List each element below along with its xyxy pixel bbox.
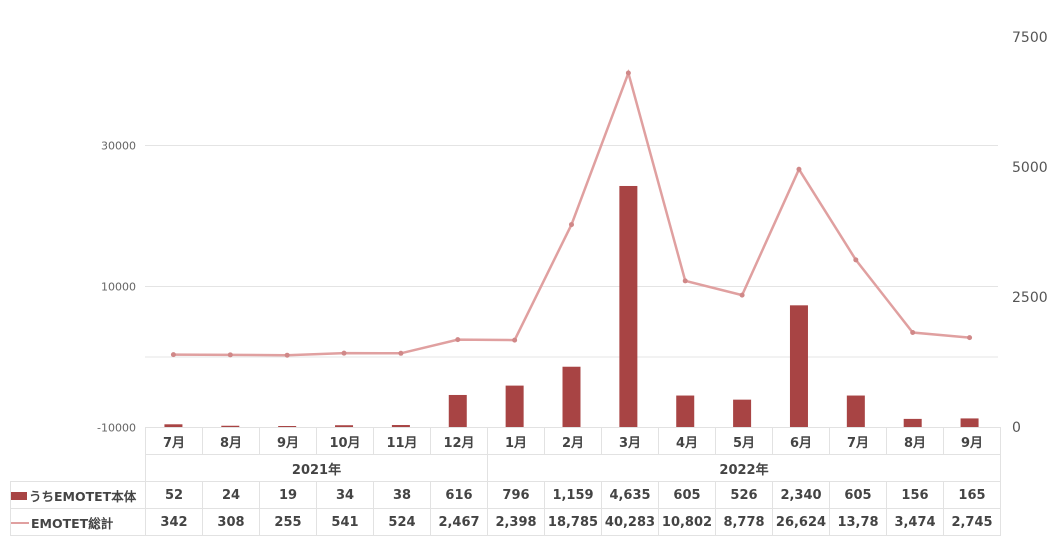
line-series bbox=[173, 68, 970, 357]
line-point bbox=[170, 352, 176, 358]
left-axis-tick: 10000 bbox=[101, 281, 136, 294]
month-label: 10月 bbox=[316, 427, 374, 455]
bar bbox=[164, 424, 183, 427]
series-name: EMOTET総計 bbox=[31, 515, 114, 531]
table-value: 38 bbox=[373, 481, 431, 509]
table-value: 524 bbox=[373, 508, 431, 536]
month-label: 9月 bbox=[943, 427, 1001, 455]
bar bbox=[960, 418, 979, 427]
month-label: 5月 bbox=[715, 427, 773, 455]
table-value: 2,467 bbox=[430, 508, 488, 536]
series-name: うちEMOTET本体 bbox=[29, 488, 137, 504]
bar bbox=[789, 305, 808, 427]
blank-cell bbox=[11, 428, 146, 455]
line-point bbox=[569, 222, 574, 228]
table-value: 4,635 bbox=[601, 481, 659, 509]
bar bbox=[846, 395, 865, 427]
table-value: 796 bbox=[487, 481, 545, 509]
data-table: 7月 8月 9月 10月 11月 12月 1月 2月 3月 4月 5月 6月 7月 8月 9月 2021年 20… bbox=[10, 427, 1001, 536]
table-value: 24 bbox=[202, 481, 260, 509]
bar bbox=[505, 385, 524, 427]
table-value: 308 bbox=[202, 508, 260, 536]
line-point bbox=[625, 70, 631, 76]
table-value: 342 bbox=[145, 508, 203, 536]
bar bbox=[391, 425, 410, 427]
table-value: 19 bbox=[259, 481, 317, 509]
table-value: 1,159 bbox=[544, 481, 602, 509]
line-point bbox=[341, 350, 347, 356]
month-label: 9月 bbox=[259, 427, 317, 455]
table-value: 605 bbox=[658, 481, 716, 509]
table-value: 8,778 bbox=[715, 508, 773, 536]
table-value: 165 bbox=[943, 481, 1001, 509]
month-label: 11月 bbox=[373, 427, 431, 455]
bar bbox=[448, 394, 467, 427]
left-axis-tick: 30000 bbox=[101, 140, 136, 153]
month-label: 2月 bbox=[544, 427, 602, 455]
left-axis-tick: -10000 bbox=[97, 422, 136, 435]
legend-line: EMOTET総計 bbox=[10, 508, 146, 536]
bar bbox=[619, 185, 638, 427]
bar bbox=[335, 425, 354, 427]
right-axis-tick: 2500 bbox=[1012, 290, 1048, 306]
month-label: 8月 bbox=[202, 427, 260, 455]
bar bbox=[562, 366, 581, 427]
bar bbox=[221, 425, 240, 427]
month-label: 7月 bbox=[145, 427, 203, 455]
month-label: 1月 bbox=[487, 427, 545, 455]
table-value: 255 bbox=[259, 508, 317, 536]
table-value: 605 bbox=[829, 481, 887, 509]
month-label: 7月 bbox=[829, 427, 887, 455]
month-label: 12月 bbox=[430, 427, 488, 455]
line-legend-swatch bbox=[11, 521, 29, 524]
bar bbox=[676, 395, 695, 427]
table-value: 2,745 bbox=[943, 508, 1001, 536]
line-point bbox=[682, 278, 688, 284]
legend-bar: うちEMOTET本体 bbox=[10, 481, 146, 509]
table-value: 3,474 bbox=[886, 508, 944, 536]
table-value: 526 bbox=[715, 481, 773, 509]
table-value: 156 bbox=[886, 481, 944, 509]
table-value: 616 bbox=[430, 481, 488, 509]
table-value: 18,785 bbox=[544, 508, 602, 536]
month-label: 8月 bbox=[886, 427, 944, 455]
line-point bbox=[739, 292, 745, 298]
line-point bbox=[284, 352, 290, 358]
line-point bbox=[455, 337, 461, 343]
table-value: 52 bbox=[145, 481, 203, 509]
bar bbox=[733, 399, 752, 427]
month-label: 4月 bbox=[658, 427, 716, 455]
table-value: 34 bbox=[316, 481, 374, 509]
table-value: 26,624 bbox=[772, 508, 830, 536]
right-axis-tick: 7500 bbox=[1012, 30, 1048, 46]
year-label: 2021年 bbox=[145, 454, 488, 482]
table-value: 13,78 bbox=[829, 508, 887, 536]
table-value: 541 bbox=[316, 508, 374, 536]
table-value: 2,398 bbox=[487, 508, 545, 536]
table-value: 2,340 bbox=[772, 481, 830, 509]
right-axis-tick: 5000 bbox=[1012, 160, 1048, 176]
month-label: 6月 bbox=[772, 427, 830, 455]
table-value: 10,802 bbox=[658, 508, 716, 536]
month-label: 3月 bbox=[601, 427, 659, 455]
line-point bbox=[227, 352, 233, 358]
blank-cell bbox=[11, 455, 146, 482]
right-axis-tick: 0 bbox=[1012, 420, 1021, 436]
bar-legend-swatch bbox=[11, 491, 27, 500]
line-point bbox=[398, 350, 404, 356]
bar bbox=[278, 426, 297, 427]
line-point bbox=[796, 166, 802, 172]
line-point bbox=[967, 335, 973, 341]
line-point bbox=[512, 337, 518, 343]
year-label: 2022年 bbox=[487, 454, 1001, 482]
line-point bbox=[910, 330, 916, 336]
table-value: 40,283 bbox=[601, 508, 659, 536]
line-point bbox=[853, 257, 859, 263]
bar bbox=[903, 418, 922, 427]
